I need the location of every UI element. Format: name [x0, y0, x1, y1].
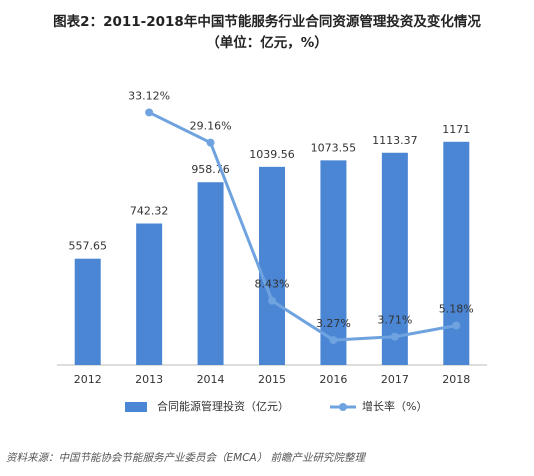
data-label: 33.12% [128, 89, 170, 102]
bar [74, 258, 101, 365]
data-label: 1113.37 [372, 134, 418, 147]
x-tick-label: 2014 [197, 373, 225, 386]
legend-swatch [339, 403, 347, 411]
data-label: 1171 [442, 123, 470, 136]
bar [197, 182, 224, 365]
data-label: 1073.55 [311, 141, 357, 154]
line-marker [452, 321, 461, 330]
legend-label: 合同能源管理投资（亿元） [157, 399, 289, 413]
data-label: 742.32 [130, 204, 169, 217]
x-tick-label: 2012 [74, 373, 102, 386]
source: 资料来源：中国节能协会节能服务产业委员会（EMCA） 前瞻产业研究院整理 [6, 452, 367, 464]
bar [136, 223, 163, 365]
line-marker [145, 108, 154, 117]
line-marker [268, 296, 276, 305]
x-tick-label: 2018 [442, 373, 470, 386]
line-marker [206, 138, 215, 147]
x-tick-label: 2015 [258, 373, 286, 386]
bar [443, 141, 470, 365]
line [148, 111, 457, 342]
chart-subtitle: （单位：亿元，%） [206, 34, 328, 51]
legend-swatch [125, 402, 147, 412]
data-label: 557.65 [68, 240, 107, 253]
data-label: 3.71% [377, 314, 412, 327]
x-tick-label: 2016 [319, 373, 347, 386]
data-label: 29.16% [190, 120, 232, 133]
chart-title: 图表2：2011-2018年中国节能服务行业合同资源管理投资及变化情况 [53, 13, 481, 30]
line-marker [329, 336, 338, 345]
line-marker [390, 332, 399, 341]
data-label: 1039.56 [249, 148, 295, 161]
data-label: 8.43% [255, 278, 290, 291]
bar [381, 152, 408, 365]
x-tick-label: 2013 [135, 373, 163, 386]
bar [259, 166, 285, 365]
x-tick-label: 2017 [381, 373, 409, 386]
bar [320, 160, 347, 365]
legend-label: 增长率（%） [362, 399, 427, 413]
data-label: 5.18% [439, 303, 474, 316]
data-label: 3.27% [316, 317, 351, 330]
